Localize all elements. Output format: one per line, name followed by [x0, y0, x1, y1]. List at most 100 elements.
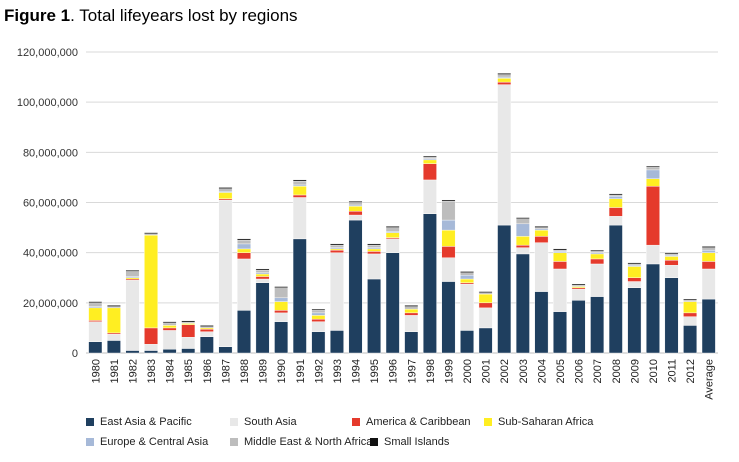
- x-tick-label: 2004: [536, 359, 548, 383]
- bar-segment: [348, 206, 363, 212]
- bar-segment: [627, 281, 642, 288]
- bar-segment: [460, 275, 474, 280]
- bar-segment: [88, 307, 103, 321]
- bar-segment: [571, 283, 586, 286]
- legend-swatch: [352, 418, 360, 426]
- bar-segment: [646, 169, 660, 179]
- bar-segment: [199, 325, 214, 327]
- bar-segment: [608, 224, 623, 354]
- bar-segment: [88, 321, 103, 342]
- bar-segment: [274, 286, 289, 288]
- x-tick-label: 1997: [406, 359, 418, 383]
- bar-segment: [683, 298, 698, 301]
- bar-segment: [701, 246, 716, 248]
- legend-swatch: [230, 438, 238, 446]
- bar-segment: [404, 315, 419, 332]
- bar-segment: [404, 312, 419, 316]
- x-tick-label: 1982: [127, 359, 139, 383]
- bar-segment: [348, 219, 363, 354]
- x-tick-label: 1985: [183, 359, 195, 383]
- bar-segment: [237, 248, 251, 253]
- bar-segment: [534, 242, 549, 292]
- x-tick-label: 2008: [611, 359, 623, 383]
- x-tick-label: 1988: [239, 359, 251, 383]
- stacked-bar-chart: 0 20,000,000 40,000,000 60,000,000 80,000,00…: [17, 47, 718, 400]
- bar-segment: [571, 288, 586, 301]
- bar-segment: [106, 305, 121, 307]
- bar-segment: [348, 214, 363, 221]
- legend-label: Small Islands: [384, 436, 450, 448]
- bar-segment: [534, 226, 549, 228]
- x-tick-label: 1996: [388, 359, 400, 383]
- figure-number: Figure 1: [4, 6, 71, 25]
- bar-segment: [646, 165, 660, 168]
- chart-title: Figure 1. Total lifeyears lost by region…: [4, 6, 298, 26]
- bar-segment: [385, 232, 400, 238]
- bar-segment: [88, 341, 103, 354]
- bar-segment: [162, 325, 177, 329]
- bar-segment: [553, 268, 567, 312]
- bar-segment: [162, 349, 177, 354]
- bar-segment: [311, 331, 326, 354]
- x-tick-label: 2006: [574, 359, 586, 383]
- bar-segment: [330, 244, 344, 248]
- title-text: . Total lifeyears lost by regions: [70, 6, 298, 25]
- bar-segment: [627, 262, 642, 265]
- bar-segment: [608, 216, 623, 226]
- bar-segment: [274, 301, 289, 311]
- bar-segment: [348, 202, 363, 206]
- bar-segment: [274, 312, 289, 322]
- bar-segment: [478, 327, 493, 354]
- bar-segment: [367, 278, 382, 354]
- bar-segment: [608, 193, 623, 196]
- bar-segment: [664, 277, 679, 354]
- bar-segment: [237, 310, 251, 354]
- bar-segment: [237, 252, 251, 260]
- bar-segment: [385, 226, 400, 228]
- x-tick-label: 2001: [481, 359, 493, 383]
- bar-segment: [367, 253, 382, 280]
- bar-segment: [515, 236, 530, 246]
- bar-segment: [348, 211, 363, 216]
- bar-segment: [144, 344, 158, 351]
- legend-label: Sub-Saharan Africa: [498, 416, 594, 428]
- x-tick-label: 2000: [462, 359, 474, 383]
- bar-segment: [441, 229, 456, 247]
- bar-segment: [385, 227, 400, 232]
- bar-segment: [237, 243, 251, 250]
- bar-segment: [292, 185, 307, 196]
- bar-segment: [292, 180, 307, 186]
- bar-segment: [460, 330, 474, 354]
- bar-segment: [199, 331, 214, 337]
- bar-segment: [292, 238, 307, 354]
- bar-segment: [106, 333, 121, 341]
- bar-segment: [460, 272, 474, 276]
- bar-segment: [181, 320, 196, 323]
- legend-label: America & Caribbean: [366, 416, 471, 428]
- legend-entry: Europe & Central Asia: [86, 436, 208, 448]
- x-tick-label: 2007: [592, 359, 604, 383]
- x-tick-label: 1993: [332, 359, 344, 383]
- bar-segment: [422, 163, 437, 181]
- bar-segment: [404, 306, 419, 310]
- bar-segment: [237, 258, 251, 311]
- bar-segment: [367, 244, 382, 248]
- bar-segment: [515, 223, 530, 237]
- legend: East Asia & Pacific South Asia America & C…: [0, 412, 739, 462]
- x-tick-label: 1980: [90, 359, 102, 383]
- bar-segment: [701, 247, 716, 251]
- y-tick-label: 80,000,000: [23, 147, 78, 159]
- legend-label: East Asia & Pacific: [100, 416, 192, 428]
- bar-segment: [553, 311, 567, 354]
- x-tick-label: 1992: [313, 359, 325, 383]
- y-tick-label: 100,000,000: [17, 97, 78, 109]
- bar-segment: [664, 256, 679, 261]
- bar-segment: [125, 350, 140, 354]
- bar-segment: [701, 298, 716, 354]
- bar-segment: [515, 217, 530, 220]
- bar-segment: [181, 336, 196, 349]
- y-tick-label: 20,000,000: [23, 298, 78, 310]
- bar-segment: [701, 252, 716, 262]
- bar-segment: [608, 196, 623, 199]
